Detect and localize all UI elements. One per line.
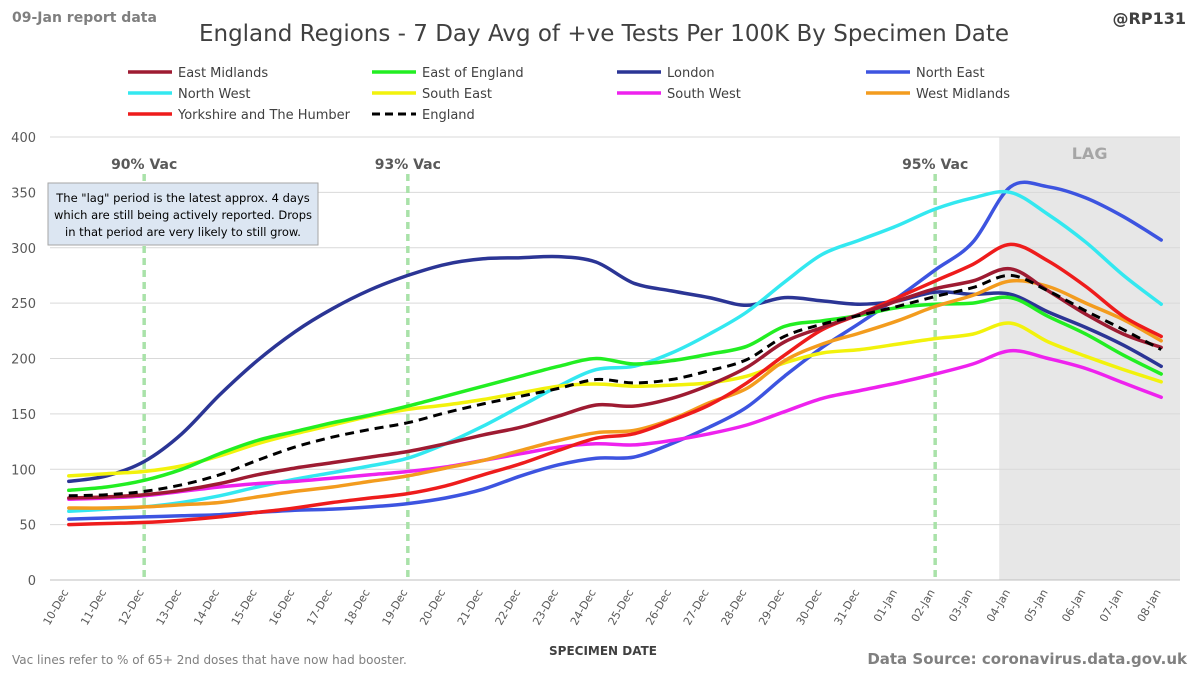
lag-note-box: The "lag" period is the latest approx. 4… xyxy=(47,182,319,246)
y-axis-ticks: 0 50 100 150 200 250 300 350 400 xyxy=(11,131,36,589)
series-line-east-of-england xyxy=(67,295,1163,493)
y-tick-label: 200 xyxy=(11,353,36,368)
lag-note-line-2: which are still being actively reported.… xyxy=(54,208,312,222)
y-tick-label: 350 xyxy=(11,186,36,201)
y-tick-label: 250 xyxy=(11,297,36,312)
legend-label: South West xyxy=(667,87,741,102)
chart-title: England Regions - 7 Day Avg of +ve Tests… xyxy=(199,21,1009,47)
legend-label: East Midlands xyxy=(178,66,268,81)
series-lines xyxy=(67,180,1163,527)
chart-legend: East Midlands East of England London North … xyxy=(128,66,1010,123)
y-tick-label: 0 xyxy=(28,574,36,589)
legend-label: West Midlands xyxy=(916,87,1010,102)
y-tick-label: 400 xyxy=(11,131,36,146)
legend-label: East of England xyxy=(422,66,524,81)
vac-line-label: 93% Vac xyxy=(375,157,441,173)
report-date-label: 09-Jan report data xyxy=(12,10,157,26)
vac-footnote: Vac lines refer to % of 65+ 2nd doses th… xyxy=(12,653,407,667)
legend-label: London xyxy=(667,66,715,81)
lag-label: LAG xyxy=(1072,144,1108,163)
series-line-england xyxy=(68,273,1162,498)
vac-line-label: 90% Vac xyxy=(111,157,177,173)
lag-note-line-3: in that period are very likely to still … xyxy=(65,225,301,239)
series-line-yorkshire-and-the-humber xyxy=(67,242,1163,527)
y-tick-label: 50 xyxy=(19,519,36,534)
vaccination-lines: 90% Vac 93% Vac 95% Vac xyxy=(111,157,968,580)
legend-label: England xyxy=(422,108,475,123)
vac-line-label: 95% Vac xyxy=(902,157,968,173)
series-line-west-midlands xyxy=(67,278,1163,510)
data-source: Data Source: coronavirus.data.gov.uk xyxy=(867,650,1188,668)
legend-label: Yorkshire and The Humber xyxy=(177,108,351,123)
legend-label: North West xyxy=(178,87,250,102)
series-line-south-east xyxy=(67,321,1163,478)
legend-label: North East xyxy=(916,66,985,81)
series-line-east-midlands xyxy=(67,266,1163,500)
series-line-north-west xyxy=(67,189,1163,514)
series-line-south-west xyxy=(67,348,1163,501)
legend-label: South East xyxy=(422,87,492,102)
y-tick-label: 300 xyxy=(11,242,36,257)
author-handle: @RP131 xyxy=(1113,9,1186,28)
lag-note-background xyxy=(47,182,319,246)
lag-note-line-1: The "lag" period is the latest approx. 4… xyxy=(55,191,310,205)
y-tick-label: 150 xyxy=(11,408,36,423)
x-axis-label: SPECIMEN DATE xyxy=(549,644,657,658)
y-tick-label: 100 xyxy=(11,463,36,478)
